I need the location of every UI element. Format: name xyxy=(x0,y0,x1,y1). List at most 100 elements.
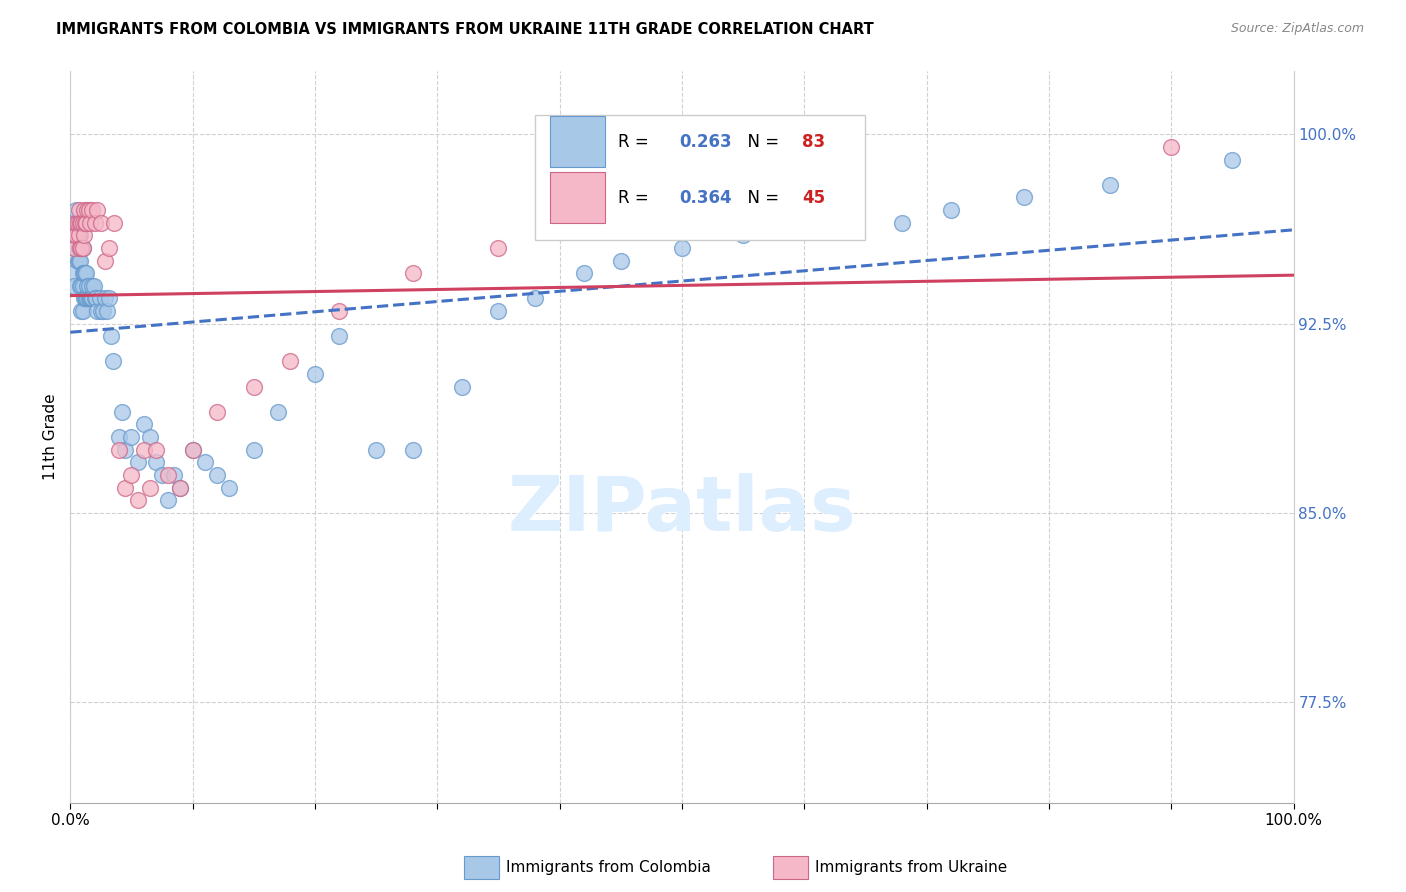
Point xyxy=(69,278,91,293)
Point xyxy=(101,354,124,368)
Point xyxy=(671,241,693,255)
Point xyxy=(63,241,86,255)
Point xyxy=(267,405,290,419)
Point xyxy=(132,417,155,432)
Point xyxy=(62,228,84,243)
Point xyxy=(63,228,86,243)
Text: N =: N = xyxy=(737,188,785,207)
Point xyxy=(733,228,755,243)
Point xyxy=(83,291,105,305)
Point xyxy=(73,266,96,280)
Text: 0.263: 0.263 xyxy=(679,133,733,151)
Point xyxy=(402,442,425,457)
Point xyxy=(366,442,388,457)
Point xyxy=(67,253,90,268)
Point xyxy=(84,291,107,305)
Point xyxy=(79,291,101,305)
Point xyxy=(488,241,510,255)
Point xyxy=(69,216,91,230)
Point xyxy=(114,481,136,495)
Point xyxy=(72,266,94,280)
Point xyxy=(127,455,149,469)
Point xyxy=(70,216,93,230)
Text: Immigrants from Ukraine: Immigrants from Ukraine xyxy=(815,861,1008,875)
Point xyxy=(139,430,162,444)
Point xyxy=(402,266,425,280)
Point xyxy=(82,291,104,305)
Text: ZIPatlas: ZIPatlas xyxy=(508,474,856,547)
Point xyxy=(63,228,86,243)
Point xyxy=(66,253,89,268)
Point xyxy=(108,430,131,444)
Point xyxy=(67,216,90,230)
Point xyxy=(63,241,86,255)
Point xyxy=(145,455,167,469)
Point xyxy=(77,203,100,218)
Point xyxy=(65,216,87,230)
FancyBboxPatch shape xyxy=(550,116,605,167)
Point xyxy=(157,493,180,508)
Point xyxy=(73,291,96,305)
Point xyxy=(145,442,167,457)
Point xyxy=(75,216,97,230)
Point xyxy=(243,442,266,457)
Point xyxy=(91,304,114,318)
Point xyxy=(86,304,108,318)
Point xyxy=(70,241,93,255)
Point xyxy=(72,241,94,255)
Point xyxy=(132,442,155,457)
Point xyxy=(169,481,191,495)
Point xyxy=(243,379,266,393)
Text: 83: 83 xyxy=(801,133,825,151)
Point xyxy=(93,253,115,268)
Point xyxy=(93,291,115,305)
Point xyxy=(67,241,90,255)
Point xyxy=(65,228,87,243)
Point xyxy=(69,228,91,243)
Point xyxy=(83,216,105,230)
Point xyxy=(67,203,90,218)
Point xyxy=(121,467,143,482)
Point xyxy=(1099,178,1122,192)
Point xyxy=(69,241,91,255)
Point xyxy=(169,481,191,495)
Point xyxy=(181,442,204,457)
Point xyxy=(82,278,104,293)
Point xyxy=(70,304,93,318)
Point xyxy=(83,278,105,293)
Point xyxy=(69,253,91,268)
Point xyxy=(194,455,217,469)
Point xyxy=(100,329,122,343)
Point xyxy=(75,266,97,280)
Text: IMMIGRANTS FROM COLOMBIA VS IMMIGRANTS FROM UKRAINE 11TH GRADE CORRELATION CHART: IMMIGRANTS FROM COLOMBIA VS IMMIGRANTS F… xyxy=(56,22,875,37)
Point xyxy=(181,442,204,457)
Point xyxy=(328,329,350,343)
Point xyxy=(73,228,96,243)
Point xyxy=(79,216,101,230)
Point xyxy=(610,253,633,268)
Point xyxy=(103,216,125,230)
Point xyxy=(63,278,86,293)
Point xyxy=(72,278,94,293)
Text: R =: R = xyxy=(619,133,654,151)
Text: 0.364: 0.364 xyxy=(679,188,733,207)
Point xyxy=(121,430,143,444)
Point xyxy=(76,278,98,293)
Point xyxy=(90,304,112,318)
Point xyxy=(72,304,94,318)
Point xyxy=(72,216,94,230)
Point xyxy=(98,291,121,305)
Point xyxy=(76,203,98,218)
Point xyxy=(75,291,97,305)
Point xyxy=(73,291,96,305)
Point xyxy=(163,467,186,482)
Point xyxy=(89,291,111,305)
Point xyxy=(77,278,100,293)
Point xyxy=(139,481,162,495)
Point xyxy=(86,203,108,218)
Point xyxy=(205,405,228,419)
Point xyxy=(1014,190,1036,204)
Point xyxy=(205,467,228,482)
Point xyxy=(280,354,302,368)
Point xyxy=(73,203,96,218)
